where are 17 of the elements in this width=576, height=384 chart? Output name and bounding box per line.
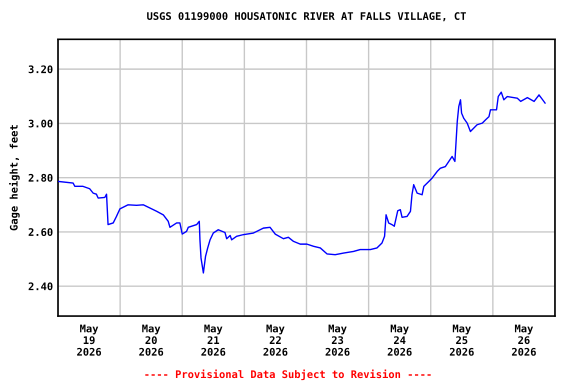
x-tick-label: May 26 2026 — [512, 324, 536, 356]
x-tick-label: May 20 2026 — [139, 324, 164, 356]
x-tick-label: May 21 2026 — [201, 324, 226, 356]
line-series — [58, 91, 546, 274]
chart-title: USGS 01199000 HOUSATONIC RIVER AT FALLS VILLAGE, CT — [147, 12, 466, 22]
y-tick-label: 2.40 — [28, 282, 53, 290]
x-tick-label: May 19 2026 — [77, 324, 102, 356]
x-tick-label: May 22 2026 — [263, 324, 288, 356]
text: ---- Provisional Data Subject to Revision ---- — [145, 370, 431, 380]
y-tick-label: 2.80 — [28, 174, 53, 182]
y-tick-label: 2.60 — [28, 228, 53, 236]
y-axis-title: Gage height, feet — [9, 125, 20, 230]
y-tick-label: 3.20 — [28, 65, 53, 74]
x-tick-label: May 24 2026 — [388, 324, 412, 356]
x-tick-label: May 23 2026 — [326, 324, 350, 356]
x-tick-label: May 25 2026 — [450, 324, 474, 356]
y-tick-label: 3.00 — [28, 120, 53, 128]
